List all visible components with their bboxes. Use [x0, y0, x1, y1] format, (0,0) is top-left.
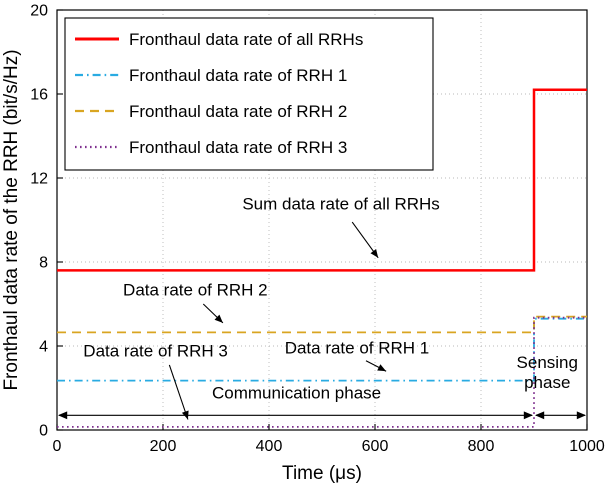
x-axis-label: Time (μs) [282, 463, 362, 484]
y-tick-label: 12 [30, 171, 48, 188]
series-line-3 [57, 315, 587, 334]
x-tick-label: 600 [362, 438, 389, 455]
legend-label-4: Fronthaul data rate of RRH 3 [129, 138, 347, 157]
legend-label-3: Fronthaul data rate of RRH 2 [129, 102, 347, 121]
arrowhead [535, 411, 545, 420]
annotation-label: Data rate of RRH 3 [83, 342, 228, 361]
x-tick-label: 200 [150, 438, 177, 455]
phase-label: Communication phase [212, 384, 381, 403]
y-tick-label: 20 [30, 3, 48, 20]
y-tick-label: 0 [39, 423, 48, 440]
y-axis-label: Fronthaul data rate of the RRH (bit/s/Hz… [1, 49, 22, 390]
arrowhead [58, 411, 68, 420]
series-line-2 [57, 317, 587, 382]
annotation-label: Data rate of RRH 1 [285, 338, 430, 357]
legend-label-1: Fronthaul data rate of all RRHs [129, 30, 363, 49]
series-line-4 [57, 316, 587, 428]
phase-label: Sensing [517, 353, 578, 372]
arrowhead [523, 411, 533, 420]
arrowhead [181, 410, 189, 420]
series-line-1 [57, 88, 587, 272]
x-tick-label: 800 [468, 438, 495, 455]
annotation-arrow [168, 364, 189, 420]
plot-border [56, 9, 588, 431]
phase-label: phase [524, 373, 570, 392]
arrowhead [377, 364, 387, 372]
arrowhead [576, 411, 586, 420]
legend-box [64, 17, 434, 171]
x-tick-label: 400 [256, 438, 283, 455]
y-tick-label: 16 [30, 87, 48, 104]
annotation-label: Sum data rate of all RRHs [242, 195, 439, 214]
y-tick-label: 8 [39, 255, 48, 272]
arrowhead [370, 249, 379, 258]
y-tick-label: 4 [39, 339, 48, 356]
x-tick-label: 1000 [569, 438, 605, 455]
annotation-label: Data rate of RRH 2 [123, 281, 268, 300]
arrowhead [214, 314, 223, 323]
legend-label-2: Fronthaul data rate of RRH 1 [129, 66, 347, 85]
x-tick-label: 0 [53, 438, 62, 455]
